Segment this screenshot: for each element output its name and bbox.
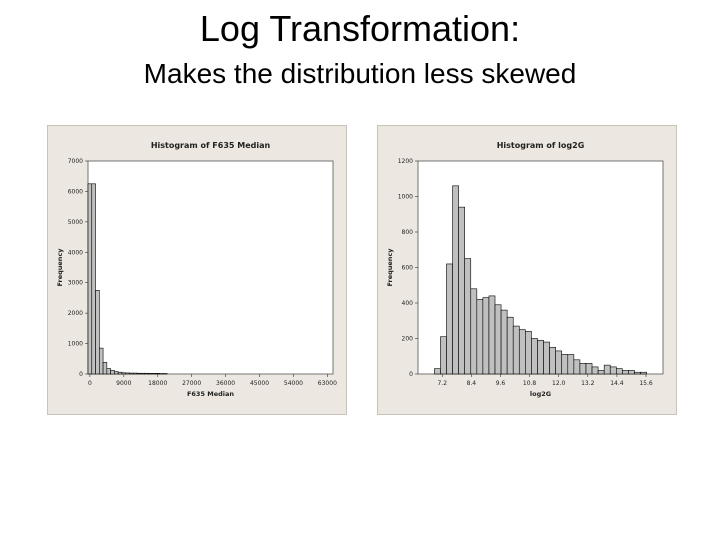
- histogram-bar: [597, 370, 605, 375]
- histogram-bar: [555, 350, 563, 375]
- x-tick-label: 54000: [284, 380, 303, 387]
- y-tick-label: 5000: [68, 219, 83, 226]
- histogram-bar: [640, 371, 647, 375]
- x-tick-label: 27000: [182, 380, 201, 387]
- histogram-bar: [603, 364, 611, 375]
- histogram-bar: [634, 371, 641, 375]
- histogram-bar: [525, 331, 532, 375]
- histogram-bar: [132, 372, 138, 375]
- histogram-bar: [144, 372, 149, 375]
- y-tick-label: 0: [79, 371, 83, 378]
- slide-subtitle: Makes the distribution less skewed: [143, 58, 577, 89]
- histogram-bar: [500, 309, 508, 375]
- histogram-bar: [440, 336, 447, 375]
- histogram-bar: [434, 368, 441, 375]
- slide-title: Log Transformation:: [199, 8, 521, 49]
- histogram-bar: [512, 325, 520, 375]
- histogram-bar: [136, 372, 142, 375]
- histogram-bar: [155, 373, 160, 375]
- histogram-bar: [482, 297, 490, 375]
- y-tick-label: 600: [402, 265, 414, 272]
- histogram-f635-median-chart: Histogram of F635 Median 0 1000 2000 3000 400…: [56, 141, 337, 398]
- x-tick-label: 13.2: [581, 380, 595, 387]
- histogram-bar: [106, 368, 111, 375]
- y-tick-label: 1200: [398, 158, 413, 165]
- histogram-bar: [95, 290, 100, 375]
- histogram-bar: [494, 304, 502, 375]
- histogram-bar: [110, 370, 115, 375]
- histogram-bar: [585, 363, 593, 375]
- x-tick-label: 12.0: [552, 380, 566, 387]
- y-tick-label: 1000: [68, 341, 83, 348]
- y-tick-label: 4000: [68, 249, 83, 256]
- y-tick-label: 2000: [68, 310, 83, 317]
- histogram-bar: [573, 359, 581, 375]
- histogram-bar: [518, 329, 526, 375]
- histogram-bar: [140, 372, 145, 375]
- histogram-bar: [543, 341, 550, 375]
- x-tick-label: 10.8: [523, 380, 537, 387]
- histogram-bar: [148, 373, 153, 375]
- y-axis-label: Frequency: [386, 248, 394, 287]
- histogram-panel-log2g: Histogram of log2G 0 200 400 600 800 1000 1200 7…: [377, 125, 677, 415]
- histogram-bar: [125, 372, 130, 375]
- histogram-bar: [117, 371, 123, 375]
- x-tick-label: 14.4: [610, 380, 624, 387]
- x-axis-label: log2G: [530, 390, 551, 398]
- histogram-bar: [616, 368, 623, 375]
- histogram-bar: [99, 347, 104, 375]
- y-tick-label: 7000: [68, 158, 83, 165]
- histogram-bar: [506, 316, 514, 375]
- histogram-bar: [91, 183, 96, 375]
- x-tick-label: 45000: [250, 380, 269, 387]
- histogram-bar: [609, 366, 617, 375]
- histogram-bar: [458, 206, 465, 375]
- histogram-bar: [151, 373, 157, 375]
- chart-title: Histogram of log2G: [497, 141, 585, 150]
- chart-title: Histogram of F635 Median: [151, 141, 271, 150]
- histogram-bar: [102, 362, 108, 375]
- histogram-bar: [549, 347, 556, 375]
- histogram-bar: [622, 370, 629, 375]
- y-tick-label: 0: [409, 371, 413, 378]
- y-tick-label: 6000: [68, 188, 83, 195]
- x-axis-label: F635 Median: [187, 390, 234, 398]
- histogram-bar: [87, 183, 93, 375]
- plot-area: [87, 160, 334, 375]
- histogram-bar: [488, 295, 496, 375]
- histogram-bar: [129, 372, 134, 375]
- y-tick-label: 800: [402, 229, 414, 236]
- y-tick-label: 3000: [68, 280, 83, 287]
- histogram-log2g-chart: Histogram of log2G 0 200 400 600 800 1000 1200 7…: [386, 141, 664, 398]
- histogram-bar: [121, 372, 126, 375]
- histogram-bar: [114, 371, 119, 375]
- histogram-bar: [628, 370, 635, 375]
- histogram-bar: [567, 354, 575, 375]
- y-tick-label: 200: [402, 336, 414, 343]
- y-tick-label: 400: [402, 300, 414, 307]
- x-tick-label: 9.6: [496, 380, 506, 387]
- histogram-bar: [537, 339, 544, 375]
- histogram-bar: [579, 363, 587, 375]
- histogram-bar: [446, 263, 453, 375]
- y-axis-label: Frequency: [56, 248, 64, 287]
- x-tick-label: 0: [88, 380, 92, 387]
- histogram-panel-f635-median: Histogram of F635 Median 0 1000 2000 3000 400…: [47, 125, 347, 415]
- histogram-bar: [591, 366, 599, 375]
- x-tick-label: 9000: [116, 380, 131, 387]
- x-tick-label: 8.4: [467, 380, 477, 387]
- histogram-bar: [561, 354, 569, 375]
- x-tick-label: 7.2: [437, 380, 447, 387]
- histogram-bar: [452, 185, 459, 375]
- histogram-bar: [470, 288, 478, 375]
- histogram-bar: [531, 338, 538, 375]
- y-tick-label: 1000: [398, 194, 413, 201]
- x-tick-label: 63000: [318, 380, 337, 387]
- x-tick-label: 36000: [216, 380, 235, 387]
- histogram-bar: [476, 299, 484, 375]
- x-tick-label: 15.6: [639, 380, 653, 387]
- x-tick-label: 18000: [148, 380, 167, 387]
- histogram-bar: [464, 258, 472, 375]
